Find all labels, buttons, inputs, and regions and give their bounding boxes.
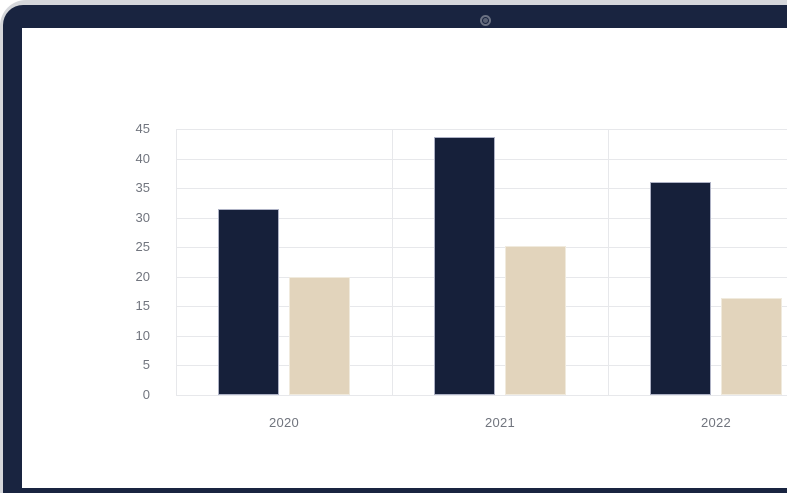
- laptop-screen: 0 5 10 15 20 25 30 35 40 45 2020 2021 2022: [22, 28, 787, 488]
- bar-tan-series-2022: [721, 298, 782, 395]
- bar-dark-navy-series-2020: [218, 209, 279, 395]
- gridline-horizontal: [176, 395, 787, 396]
- y-axis-tick-label: 15: [135, 298, 150, 314]
- y-axis-tick-label: 20: [135, 268, 150, 284]
- webcam-icon: [480, 15, 491, 26]
- bar-dark-navy-series-2022: [650, 182, 711, 395]
- gridline-vertical: [392, 129, 393, 395]
- y-axis-tick-label: 5: [142, 357, 150, 373]
- y-axis-tick-label: 40: [135, 150, 150, 166]
- y-axis-tick-label: 30: [135, 209, 150, 225]
- y-axis-tick-label: 25: [135, 239, 150, 255]
- axis-line-left: [176, 129, 177, 395]
- y-axis-tick-label: 0: [142, 387, 150, 402]
- bar-tan-series-2020: [289, 276, 350, 395]
- x-axis-category-label: 2021: [484, 415, 516, 430]
- y-axis-tick-label: 45: [135, 121, 150, 136]
- bar-tan-series-2021: [505, 246, 566, 395]
- gridline-vertical: [608, 129, 609, 395]
- x-axis-category-label: 2022: [700, 415, 732, 430]
- y-axis-tick-label: 10: [135, 327, 150, 343]
- bar-dark-navy-series-2021: [434, 137, 495, 395]
- bar-chart: 0 5 10 15 20 25 30 35 40 45 2020 2021 2022: [22, 28, 787, 488]
- x-axis-category-label: 2020: [268, 415, 300, 430]
- y-axis-tick-label: 35: [135, 180, 150, 196]
- gridline-horizontal: [176, 129, 787, 130]
